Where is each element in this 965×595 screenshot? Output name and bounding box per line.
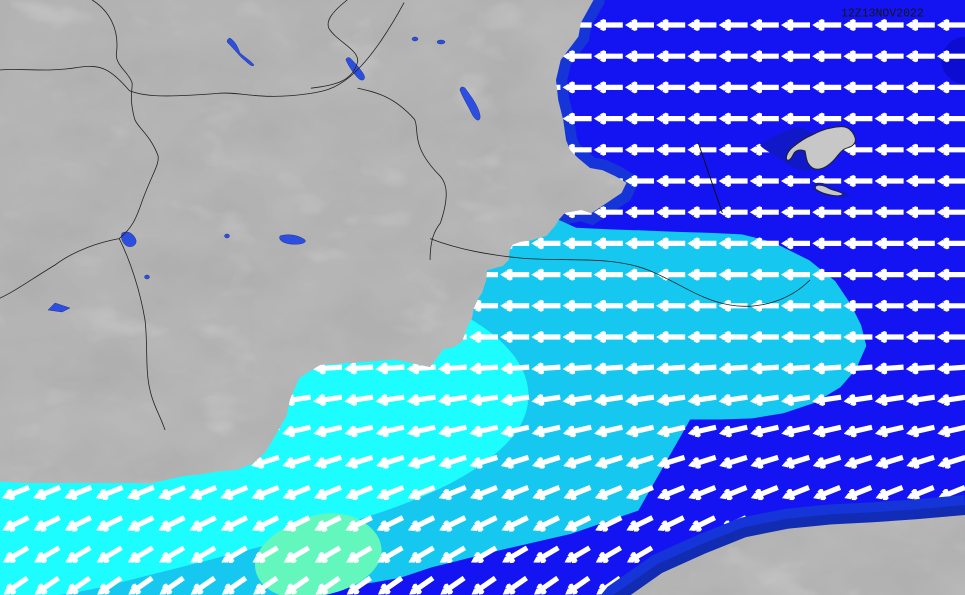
svg-text:12Z13NOV2022: 12Z13NOV2022: [841, 8, 924, 21]
